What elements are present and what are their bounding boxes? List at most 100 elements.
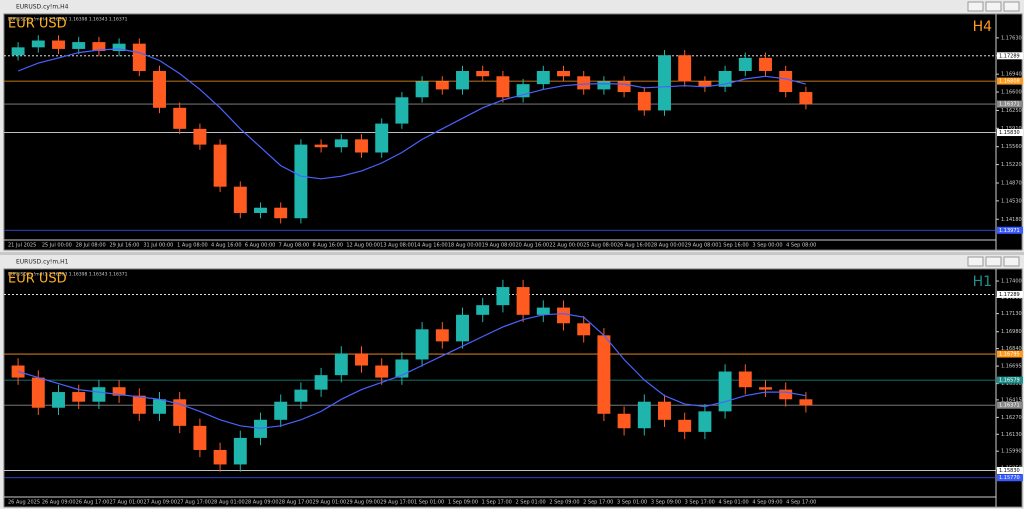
window-button[interactable]	[967, 256, 984, 267]
window-button[interactable]	[1003, 1, 1020, 12]
y-tick-label: 1.14530	[1001, 198, 1022, 204]
x-tick-label: 31 Jul 00:00	[143, 243, 173, 249]
x-tick-label: 26 Aug 09:00	[42, 500, 76, 506]
x-tick-label: 2 Sep 17:00	[583, 500, 613, 506]
candle-body	[536, 71, 550, 85]
candle-body	[254, 207, 267, 213]
candle-body	[637, 92, 651, 111]
x-tick-label: 29 Jul 16:00	[110, 243, 140, 249]
y-tick-label: 1.16840	[1001, 346, 1022, 352]
y-tick-label: 1.17630	[1001, 35, 1022, 41]
x-tick-label: 4 Sep 17:00	[786, 500, 816, 506]
candle-body	[294, 389, 308, 402]
y-tick-label: 1.16270	[1001, 415, 1022, 421]
symbol-label: EUR USD	[8, 17, 67, 32]
chart-info: EURUSD.cy!m,H4 1.16393 1.16398 1.16343 1…	[8, 17, 128, 23]
y-tick-label: 1.16940	[1001, 72, 1022, 78]
price-level-label: 1.16371	[999, 102, 1020, 108]
candle-body	[637, 401, 651, 429]
x-tick-label: 2 Sep 09:00	[549, 500, 579, 506]
candle-body	[577, 76, 591, 90]
price-level-label: 1.16795	[999, 352, 1020, 358]
candle-body	[698, 411, 712, 432]
candle-body	[678, 419, 692, 432]
y-tick-label: 1.16695	[1001, 364, 1022, 370]
candle-body	[456, 314, 469, 342]
moving-average	[17, 48, 807, 180]
y-tick-label: 1.16250	[1001, 108, 1022, 114]
window-button[interactable]	[1003, 256, 1020, 267]
candle-body	[597, 335, 611, 414]
candle-body	[213, 144, 227, 187]
y-tick-label: 1.17400	[1001, 279, 1022, 285]
candle-body	[738, 371, 752, 388]
x-tick-label: 18 Aug 00:00	[448, 243, 482, 249]
x-tick-label: 27 Aug 09:00	[143, 500, 177, 506]
candle-body	[496, 287, 510, 306]
candle-body	[435, 81, 449, 90]
candle-body	[395, 97, 409, 124]
window-title: EURUSD.cy!m,H4	[16, 4, 69, 11]
candle-body	[153, 399, 166, 414]
price-level-box	[997, 226, 1023, 234]
candle-body	[678, 55, 692, 82]
y-tick-label: 1.15220	[1001, 162, 1022, 168]
price-level-box	[997, 77, 1023, 85]
candle-body	[718, 371, 732, 412]
x-tick-label: 26 Aug 17:00	[76, 500, 110, 506]
price-level-box	[997, 100, 1023, 108]
candle-body	[173, 399, 187, 426]
x-tick-label: 4 Aug 16:00	[211, 243, 242, 249]
chart-area	[3, 13, 1023, 251]
x-tick-label: 1 Sep 09:00	[448, 500, 478, 506]
y-tick-label: 1.14180	[1001, 217, 1022, 223]
price-level-label: 1.15830	[999, 468, 1020, 474]
candle-body	[415, 81, 429, 98]
x-tick-label: 3 Sep 17:00	[685, 500, 715, 506]
x-tick-label: 28 Aug 09:00	[245, 500, 279, 506]
candle-body	[72, 42, 86, 49]
y-tick-label: 1.14870	[1001, 180, 1022, 186]
chart-info: EURUSD.cy!m,H1 1.16393 1.16398 1.16343 1…	[8, 272, 128, 278]
x-tick-label: 14 Aug 16:00	[414, 243, 448, 249]
candle-body	[738, 57, 752, 72]
candle-body	[334, 353, 348, 376]
y-tick-label: 1.16550	[1001, 381, 1022, 387]
price-level-label: 1.17289	[999, 292, 1020, 298]
candle-body	[375, 365, 389, 378]
candle-body	[658, 55, 671, 111]
candle-body	[355, 139, 368, 153]
price-level-box	[997, 52, 1023, 60]
price-level-box	[997, 290, 1023, 298]
candle-body	[779, 71, 793, 93]
candle-body	[92, 42, 106, 52]
candle-body	[799, 399, 813, 406]
candle-body	[294, 144, 308, 219]
chart-area	[3, 268, 1023, 508]
y-tick-label: 1.16130	[1001, 432, 1022, 438]
y-tick-label: 1.15910	[1001, 126, 1022, 132]
x-tick-label: 21 Jul 2025	[8, 243, 36, 249]
x-tick-label: 28 Jul 08:00	[76, 243, 106, 249]
x-tick-label: 8 Aug 16:00	[313, 243, 344, 249]
candle-body	[698, 81, 712, 87]
candle-body	[799, 92, 813, 105]
candle-body	[72, 392, 86, 402]
window-button[interactable]	[985, 256, 1002, 267]
candle-body	[759, 57, 772, 72]
price-level-box	[997, 401, 1023, 409]
price-level-box	[997, 350, 1023, 358]
x-tick-label: 27 Aug 01:00	[110, 500, 144, 506]
price-level-label: 1.15830	[999, 130, 1020, 136]
price-level-label: 1.16371	[999, 403, 1020, 409]
candle-body	[52, 392, 65, 408]
x-tick-label: 26 Aug 16:00	[617, 243, 651, 249]
window-button[interactable]	[985, 1, 1002, 12]
price-level-box	[997, 129, 1023, 137]
x-tick-label: 3 Sep 09:00	[651, 500, 681, 506]
candle-body	[779, 389, 793, 400]
candle-body	[759, 387, 772, 390]
window-button[interactable]	[967, 1, 984, 12]
x-tick-label: 22 Aug 00:00	[549, 243, 583, 249]
